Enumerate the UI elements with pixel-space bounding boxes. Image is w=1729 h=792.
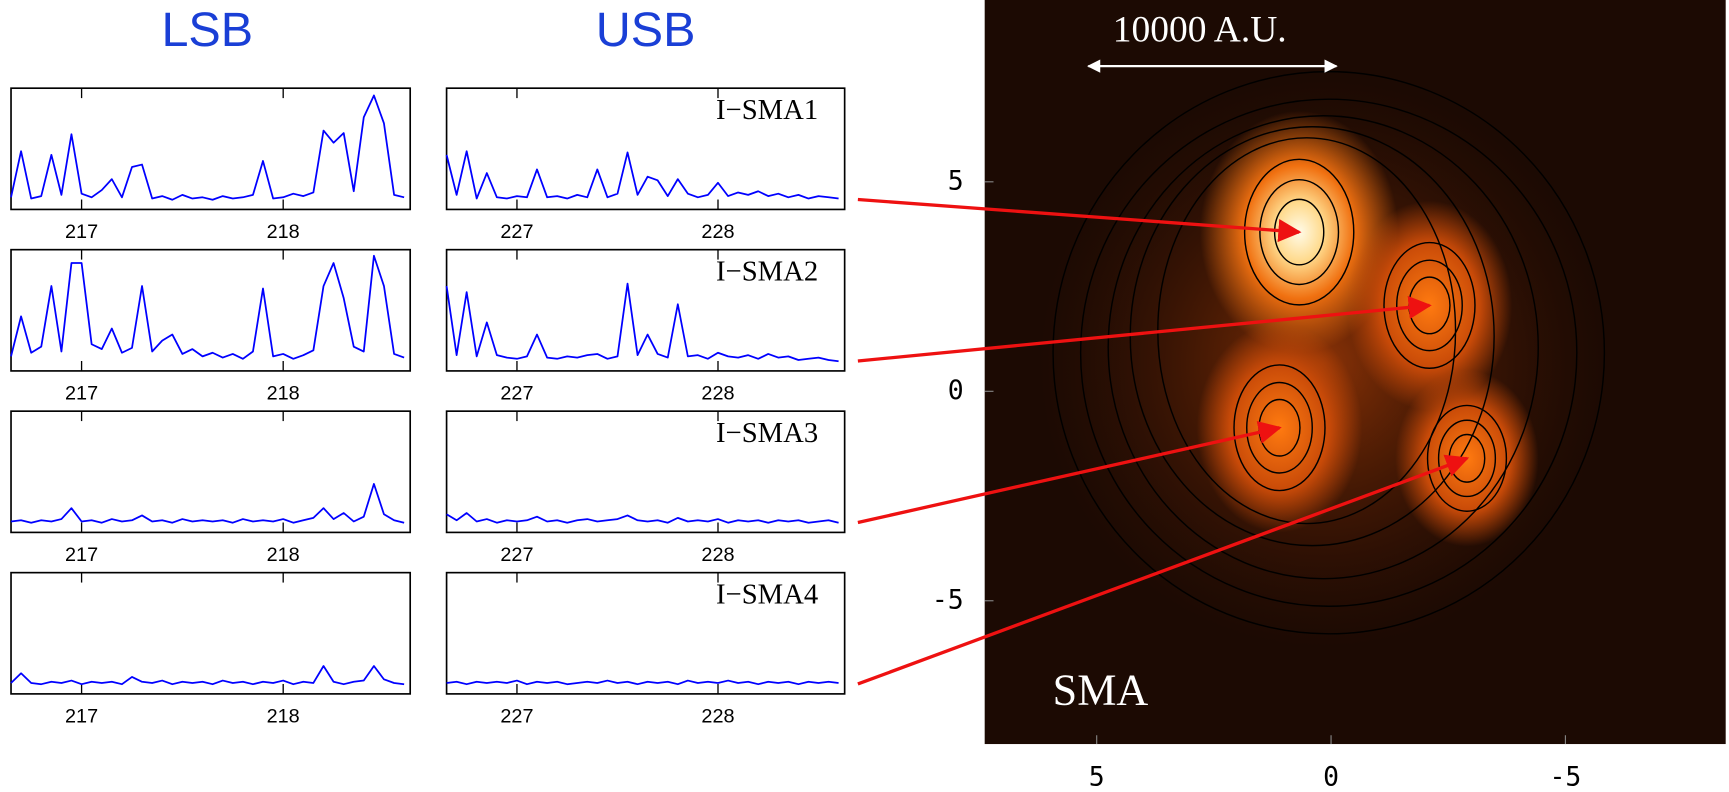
x-tick-label: 218 bbox=[267, 544, 300, 566]
x-tick-label: 227 bbox=[500, 382, 533, 404]
contour bbox=[1383, 241, 1476, 369]
contour bbox=[1107, 115, 1539, 580]
x-tick-label: 217 bbox=[65, 382, 98, 404]
spectrum-line bbox=[445, 150, 839, 200]
spectrum-line bbox=[10, 483, 405, 524]
x-tick-label: 218 bbox=[267, 382, 300, 404]
contour bbox=[1437, 419, 1497, 498]
panel-frame bbox=[10, 248, 412, 372]
contour bbox=[1079, 98, 1578, 607]
y-tick-label: 0 bbox=[948, 375, 964, 406]
contour bbox=[1246, 381, 1313, 474]
source-arrow bbox=[857, 454, 1470, 686]
panel-frame bbox=[10, 410, 412, 534]
x-tick-label: 227 bbox=[500, 544, 533, 566]
x-tick-label: 228 bbox=[701, 544, 734, 566]
scale-bar-label: 10000 A.U. bbox=[1113, 10, 1287, 51]
panel-frame bbox=[445, 571, 846, 695]
x-tick-label: 227 bbox=[500, 705, 533, 727]
x-tick-label: 217 bbox=[65, 544, 98, 566]
x-tick-label: 217 bbox=[65, 221, 98, 243]
x-tick-label: 218 bbox=[267, 221, 300, 243]
contour bbox=[1426, 404, 1508, 512]
source-arrow bbox=[857, 295, 1432, 363]
source-arrow bbox=[857, 197, 1302, 243]
x-tick-label: 227 bbox=[500, 221, 533, 243]
panel-label: I−SMA3 bbox=[716, 417, 818, 449]
x-tick-label: 228 bbox=[701, 221, 734, 243]
x-tick-label: -5 bbox=[1549, 762, 1581, 792]
y-tick-label: 5 bbox=[948, 165, 964, 196]
contour bbox=[1259, 178, 1340, 286]
panel-frame bbox=[445, 410, 846, 534]
spectrum-line bbox=[445, 282, 839, 363]
spectrum-line bbox=[446, 512, 839, 524]
spectrum-line bbox=[10, 94, 405, 201]
map-annotation: SMA bbox=[1053, 666, 1149, 715]
column-title: USB bbox=[596, 3, 696, 57]
contour bbox=[1129, 126, 1495, 547]
x-tick-label: 0 bbox=[1323, 762, 1339, 792]
contour bbox=[1273, 198, 1325, 266]
source-arrow bbox=[857, 421, 1282, 525]
panel-frame bbox=[445, 87, 846, 211]
contour bbox=[1243, 158, 1355, 306]
x-tick-label: 218 bbox=[267, 705, 300, 727]
map bbox=[984, 0, 1726, 745]
panel-frame bbox=[10, 87, 412, 211]
x-tick-label: 228 bbox=[701, 382, 734, 404]
contour bbox=[1396, 259, 1463, 352]
y-tick-label: -5 bbox=[932, 584, 964, 615]
spectrum-line bbox=[10, 665, 405, 686]
x-tick-label: 5 bbox=[1089, 762, 1105, 792]
panel-label: I−SMA4 bbox=[716, 578, 818, 610]
spectrum-line bbox=[446, 679, 839, 686]
panel-label: I−SMA2 bbox=[716, 256, 818, 288]
contour bbox=[1233, 364, 1326, 492]
x-tick-label: 217 bbox=[65, 705, 98, 727]
panel-frame bbox=[445, 248, 846, 372]
panel-frame bbox=[10, 571, 412, 695]
x-tick-label: 228 bbox=[701, 705, 734, 727]
column-title: LSB bbox=[161, 3, 253, 57]
spectrum-line bbox=[10, 254, 405, 360]
panel-label: I−SMA1 bbox=[716, 94, 818, 126]
